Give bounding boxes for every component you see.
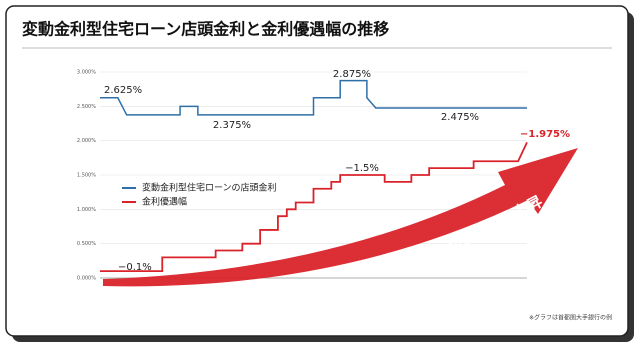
rise-arrow [103,148,578,287]
frame [5,5,629,337]
chart-title: 変動金利型住宅ローン店頭金利と金利優遇幅の推移 [22,20,389,39]
legend-label: 金利優遇幅 [142,196,187,208]
annotation: 2.875% [333,69,371,80]
annotation: 2.375% [213,120,251,131]
note: ※グラフは首都圏大手銀行の例 [529,314,612,322]
y-tick-label: 3.000% [77,70,96,76]
y-tick-label: 0.500% [77,241,96,247]
annotation: −1.5% [345,163,379,174]
series-line [100,79,527,116]
y-tick-label: 2.500% [77,104,96,110]
annotation: 2.625% [104,85,142,96]
y-tick-label: 1.500% [77,173,96,179]
annotation: 2.475% [441,112,479,123]
series-line [100,141,528,273]
y-tick-label: 1.000% [77,207,96,213]
y-tick-label: 0.000% [77,276,96,282]
annotation: −0.1% [118,262,152,273]
annotation: −1.975% [520,129,570,140]
legend-label: 変動金利型住宅ローンの店頭金利 [142,182,277,194]
y-tick-label: 2.000% [77,138,96,144]
